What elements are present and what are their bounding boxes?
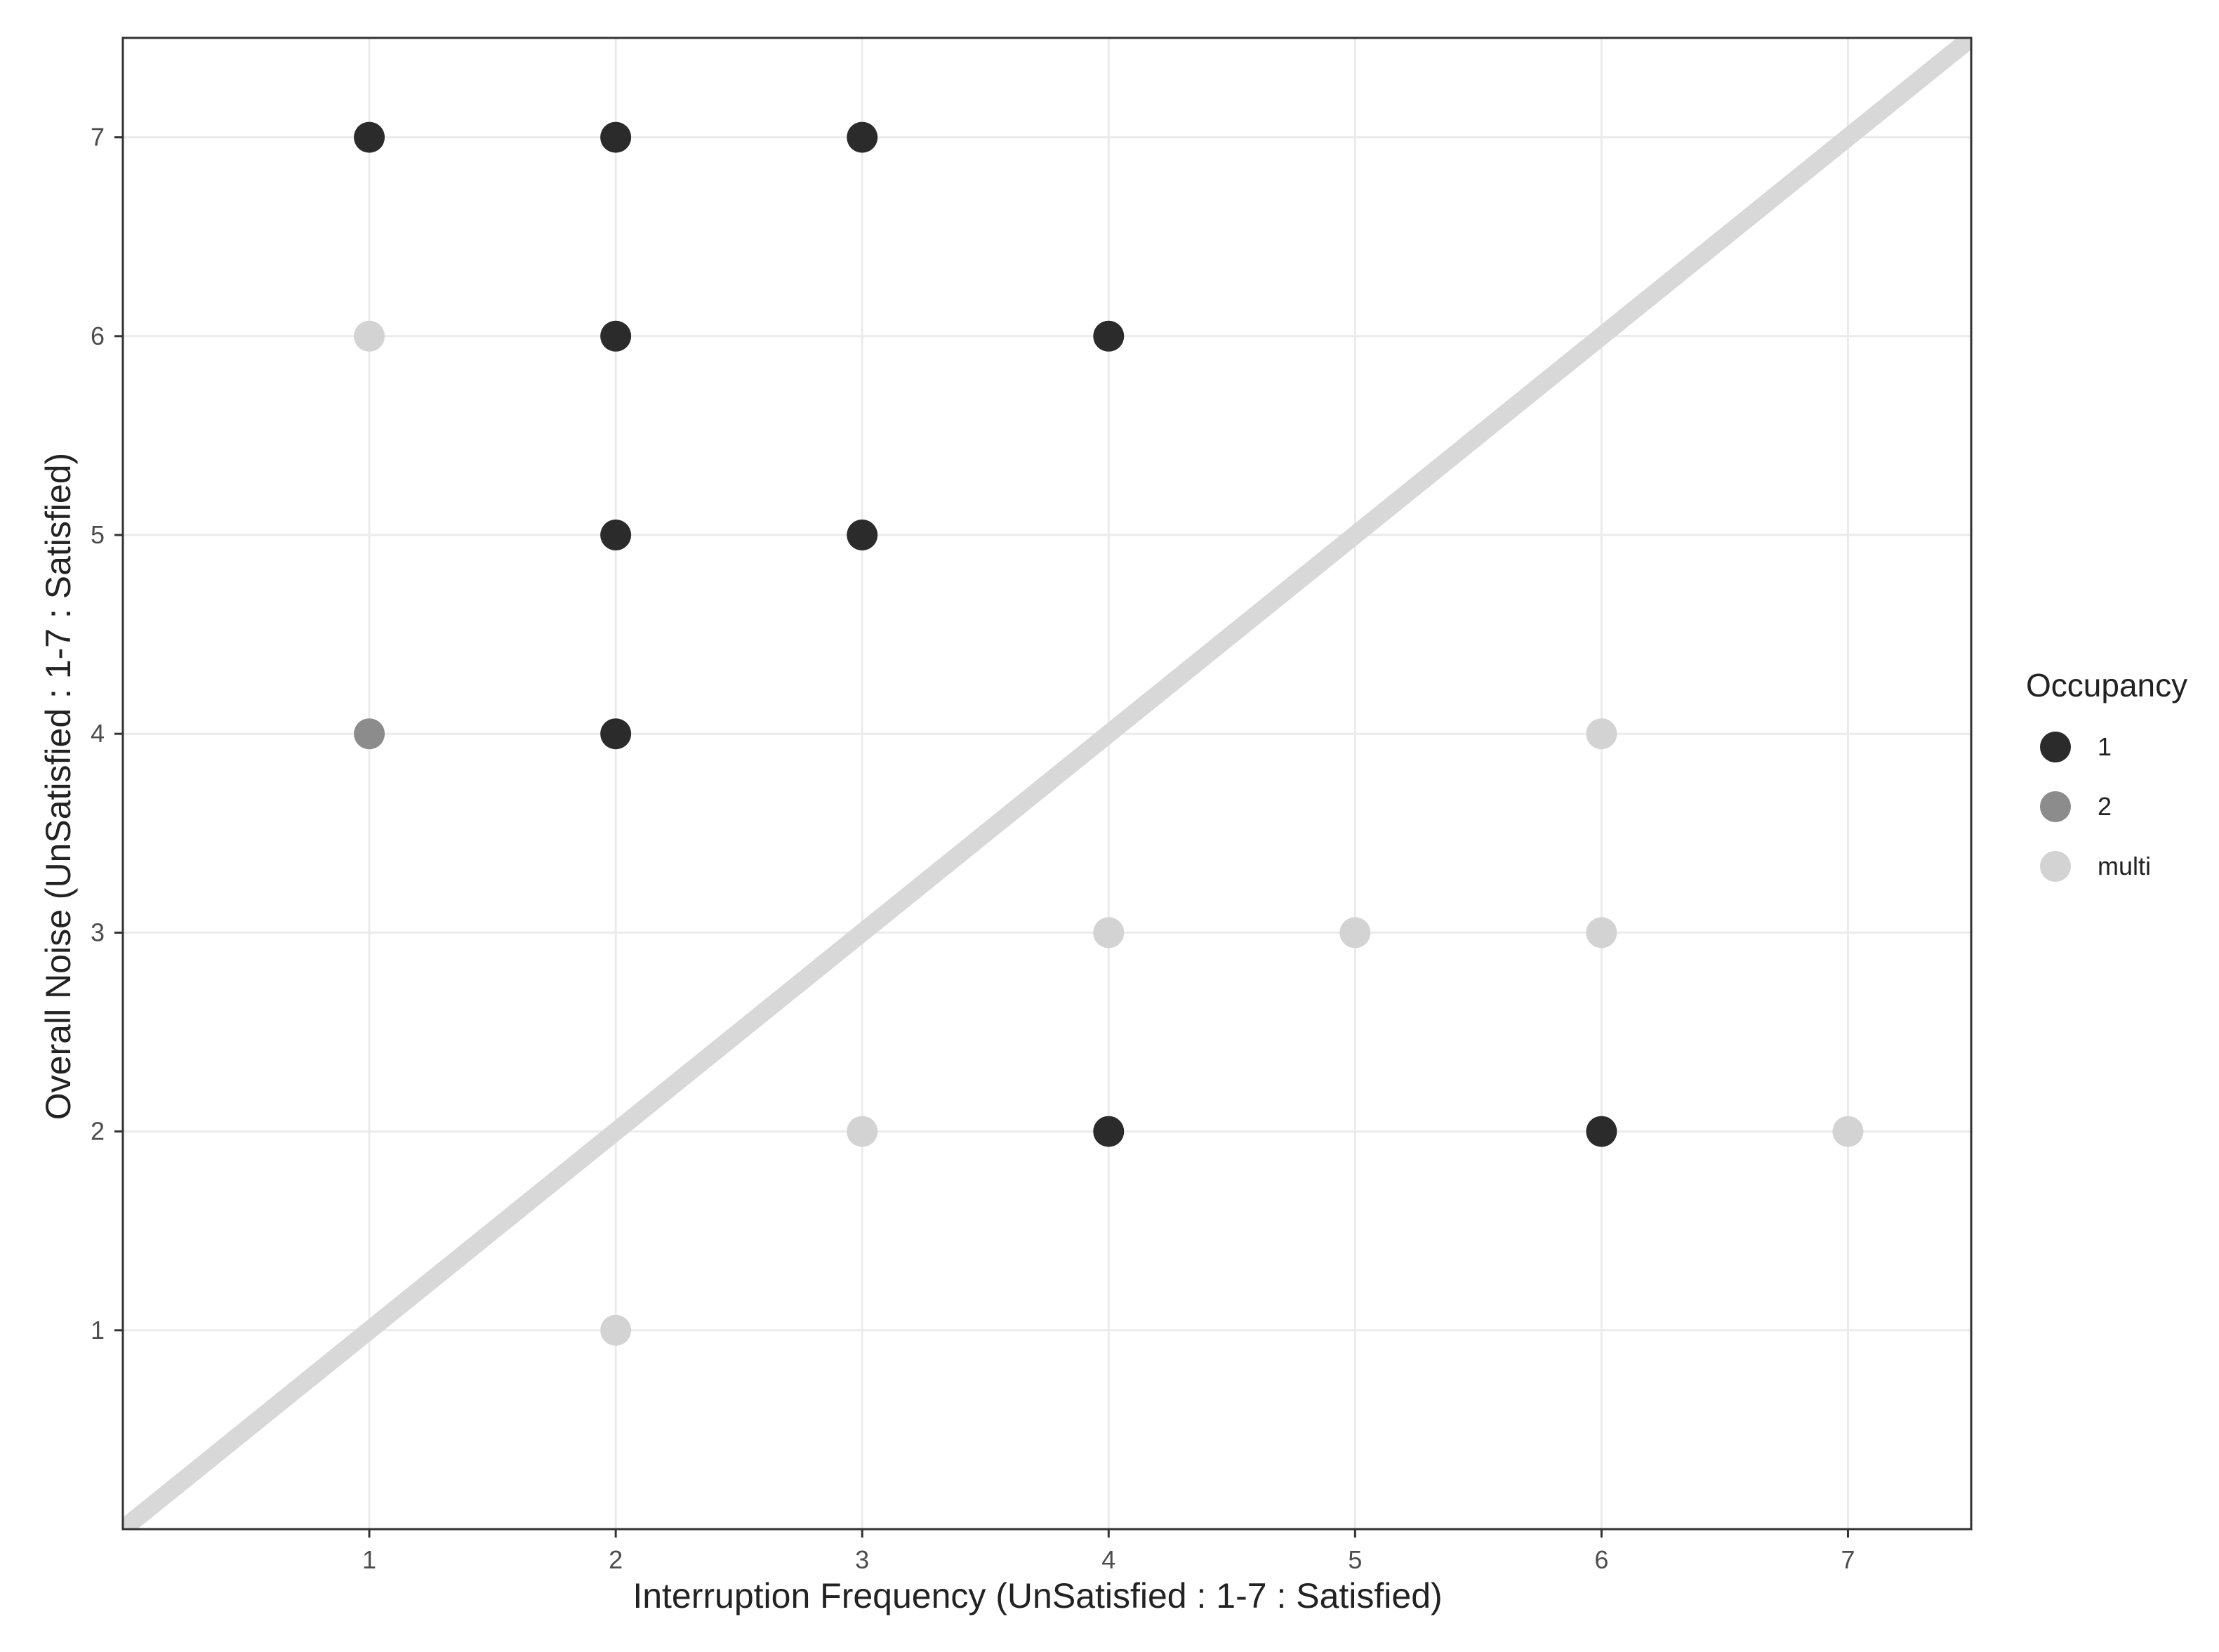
point-occupancy-2-x1-y4 — [354, 718, 385, 750]
x-tick-label-3: 3 — [855, 1545, 869, 1574]
legend-key-1 — [2040, 732, 2071, 762]
point-occupancy-multi-x5-y3 — [1339, 917, 1371, 949]
point-occupancy-1-x3-y5 — [847, 520, 878, 550]
point-occupancy-multi-x6-y4 — [1586, 718, 1617, 750]
point-occupancy-1-x3-y7 — [847, 121, 878, 153]
point-occupancy-1-x6-y2 — [1586, 1116, 1617, 1147]
gridlines — [123, 38, 1971, 1529]
point-occupancy-multi-x3-y2 — [847, 1116, 878, 1147]
plot-panel-border — [121, 37, 1973, 1531]
y-tick-label-3: 3 — [91, 918, 105, 946]
identity-reference-line — [123, 38, 1971, 1529]
point-occupancy-1-x1-y7 — [354, 121, 385, 153]
legend-key-multi — [2040, 851, 2071, 882]
x-tick-label-6: 6 — [1594, 1545, 1608, 1574]
point-occupancy-multi-x6-y3 — [1586, 917, 1617, 949]
point-occupancy-multi-x2-y1 — [600, 1314, 632, 1346]
legend-key-2 — [2040, 791, 2071, 822]
point-occupancy-1-x2-y4 — [600, 718, 632, 750]
y-axis-title: Overall Noise (UnSatisfied : 1-7 : Satis… — [39, 453, 78, 1120]
y-tick-label-5: 5 — [91, 520, 105, 549]
x-tick-label-1: 1 — [362, 1545, 376, 1574]
y-tick-label-1: 1 — [91, 1316, 105, 1344]
y-tick-label-4: 4 — [91, 719, 105, 748]
x-axis-ticks: 1 2 3 4 5 6 7 — [362, 1529, 1855, 1574]
legend-label-multi: multi — [2098, 852, 2151, 880]
legend-title: Occupancy — [2026, 667, 2187, 703]
point-occupancy-1-x4-y2 — [1093, 1116, 1125, 1147]
x-axis-title: Interruption Frequency (UnSatisfied : 1-… — [632, 1576, 1442, 1615]
point-occupancy-1-x4-y6 — [1093, 320, 1125, 352]
x-tick-label-2: 2 — [609, 1545, 623, 1574]
y-tick-label-7: 7 — [91, 123, 105, 152]
y-axis-ticks: 1 2 3 4 5 6 7 — [91, 123, 123, 1344]
y-tick-label-6: 6 — [91, 322, 105, 350]
point-occupancy-1-x2-y7 — [600, 121, 632, 153]
reference-line-layer — [123, 38, 1971, 1529]
x-tick-label-4: 4 — [1101, 1545, 1115, 1574]
legend-entries: 1 2 multi — [2040, 732, 2151, 882]
point-occupancy-1-x2-y6 — [600, 320, 632, 352]
x-tick-label-7: 7 — [1841, 1545, 1855, 1574]
point-occupancy-multi-x1-y6 — [354, 320, 385, 352]
x-tick-label-5: 5 — [1348, 1545, 1362, 1574]
data-points — [354, 121, 1864, 1346]
legend-label-2: 2 — [2098, 792, 2112, 821]
point-occupancy-1-x2-y5 — [600, 520, 632, 550]
y-tick-label-2: 2 — [91, 1117, 105, 1146]
point-occupancy-multi-x4-y3 — [1093, 917, 1125, 949]
point-occupancy-multi-x7-y2 — [1832, 1116, 1864, 1147]
legend-label-1: 1 — [2098, 732, 2112, 761]
legend: Occupancy 1 2 multi — [2026, 667, 2187, 882]
